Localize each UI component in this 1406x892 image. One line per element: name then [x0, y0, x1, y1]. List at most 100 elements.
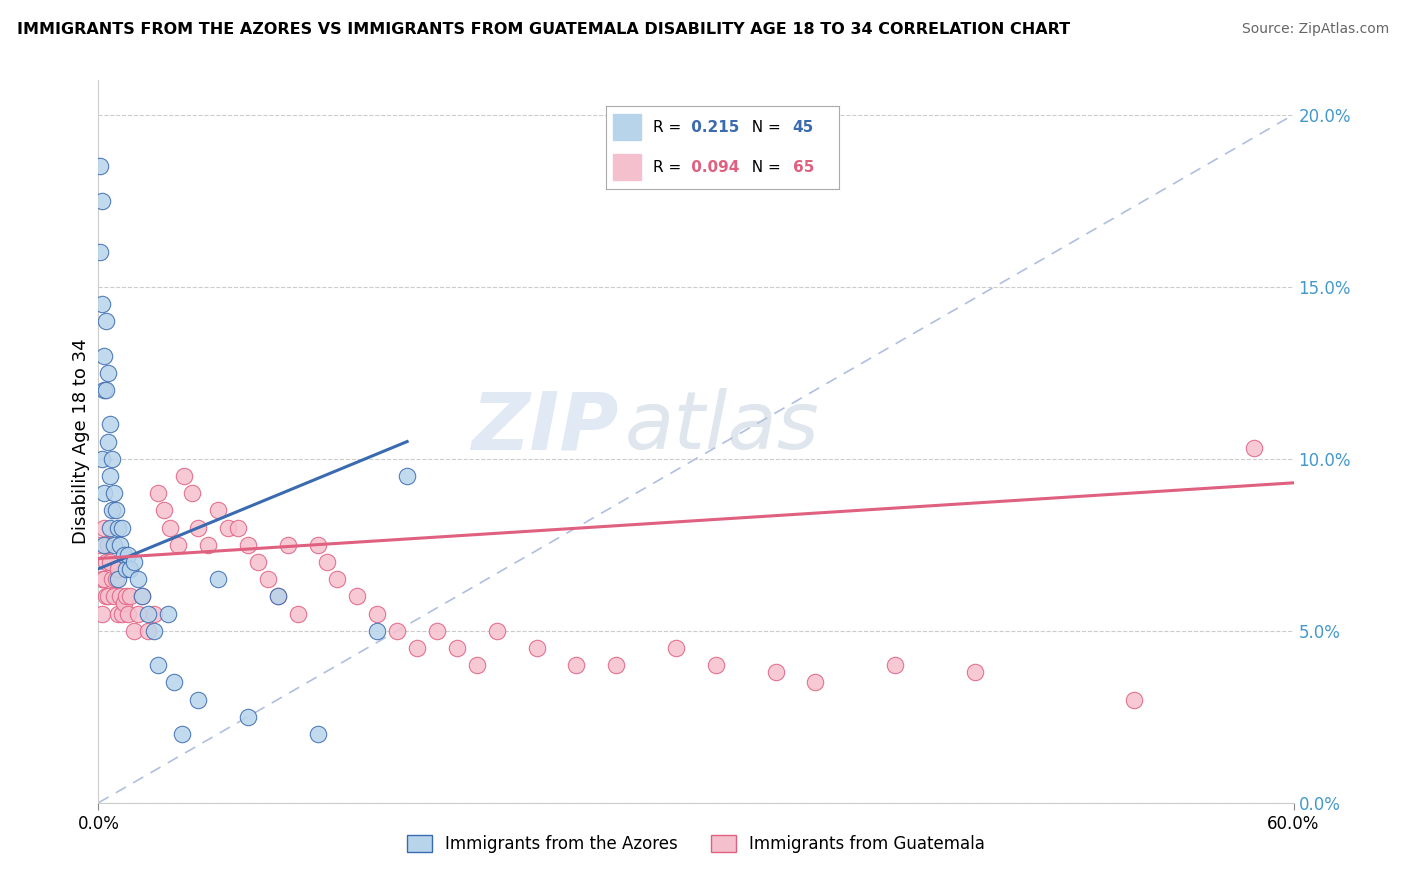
Point	[181, 486, 204, 500]
Point	[148, 658, 170, 673]
Point	[163, 675, 186, 690]
Point	[101, 572, 124, 586]
Point	[277, 538, 299, 552]
Point	[127, 607, 149, 621]
Point	[287, 607, 309, 621]
Point	[91, 297, 114, 311]
Text: Source: ZipAtlas.com: Source: ZipAtlas.com	[1241, 22, 1389, 37]
Point	[112, 596, 135, 610]
Point	[187, 520, 209, 534]
Point	[136, 607, 159, 621]
Point	[307, 538, 329, 552]
Point	[98, 469, 122, 483]
Point	[665, 640, 688, 655]
Point	[143, 624, 166, 638]
Point	[207, 572, 229, 586]
Point	[366, 607, 388, 621]
Point	[91, 572, 114, 586]
Point	[131, 590, 153, 604]
Point	[167, 538, 190, 552]
Point	[136, 624, 159, 638]
Point	[172, 727, 194, 741]
Point	[96, 314, 118, 328]
Point	[236, 538, 259, 552]
Point	[307, 727, 329, 741]
Point	[111, 520, 134, 534]
Point	[157, 607, 180, 621]
Point	[89, 245, 111, 260]
Point	[105, 503, 128, 517]
Point	[97, 590, 120, 604]
Point	[173, 469, 195, 483]
Point	[89, 159, 111, 173]
Point	[97, 434, 120, 449]
Point	[267, 590, 290, 604]
Point	[107, 520, 129, 534]
Point	[236, 710, 259, 724]
Point	[246, 555, 269, 569]
Point	[91, 194, 114, 208]
Point	[111, 607, 134, 621]
Point	[120, 590, 142, 604]
Point	[107, 562, 129, 576]
Point	[91, 451, 114, 466]
Point	[426, 624, 449, 638]
Point	[110, 538, 132, 552]
Point	[406, 640, 429, 655]
Point	[187, 692, 209, 706]
Point	[98, 417, 122, 432]
Point	[112, 548, 135, 562]
Point	[93, 383, 115, 397]
Point	[465, 658, 488, 673]
Point	[98, 520, 122, 534]
Point	[96, 383, 118, 397]
Point	[316, 555, 339, 569]
Y-axis label: Disability Age 18 to 34: Disability Age 18 to 34	[72, 339, 90, 544]
Point	[117, 548, 139, 562]
Point	[101, 503, 124, 517]
Point	[115, 562, 138, 576]
Point	[93, 572, 115, 586]
Point	[97, 366, 120, 380]
Point	[91, 607, 114, 621]
Point	[93, 538, 115, 552]
Point	[105, 572, 128, 586]
Point	[98, 555, 122, 569]
Point	[110, 590, 132, 604]
Text: ZIP: ZIP	[471, 388, 619, 467]
Point	[96, 555, 118, 569]
Point	[446, 640, 468, 655]
Point	[207, 503, 229, 517]
Point	[385, 624, 409, 638]
Point	[704, 658, 727, 673]
Point	[153, 503, 176, 517]
Point	[127, 572, 149, 586]
Point	[124, 555, 146, 569]
Point	[765, 665, 787, 679]
Legend: Immigrants from the Azores, Immigrants from Guatemala: Immigrants from the Azores, Immigrants f…	[399, 828, 993, 860]
Point	[131, 590, 153, 604]
Point	[366, 624, 388, 638]
Point	[103, 538, 125, 552]
Point	[97, 538, 120, 552]
Point	[120, 562, 142, 576]
Point	[963, 665, 986, 679]
Point	[103, 590, 125, 604]
Point	[256, 572, 278, 586]
Point	[101, 451, 124, 466]
Point	[267, 590, 290, 604]
Point	[93, 349, 115, 363]
Point	[1243, 442, 1265, 456]
Point	[124, 624, 146, 638]
Point	[326, 572, 349, 586]
Point	[226, 520, 249, 534]
Point	[526, 640, 548, 655]
Point	[346, 590, 368, 604]
Point	[884, 658, 907, 673]
Point	[565, 658, 588, 673]
Point	[804, 675, 827, 690]
Point	[143, 607, 166, 621]
Point	[217, 520, 239, 534]
Point	[96, 590, 118, 604]
Point	[117, 607, 139, 621]
